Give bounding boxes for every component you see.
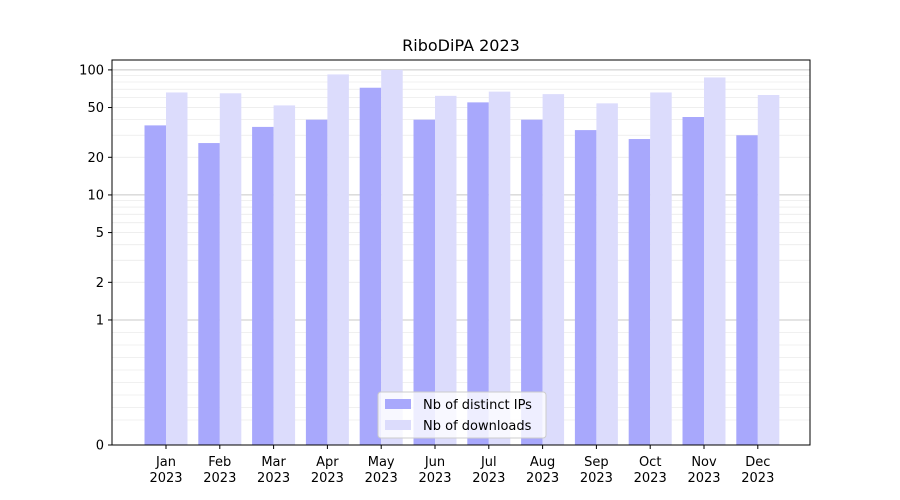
legend-label-downloads: Nb of downloads <box>423 419 532 434</box>
chart-title: RiboDiPA 2023 <box>402 36 520 55</box>
x-tick-label-month: Jan <box>155 455 176 470</box>
y-tick-label: 0 <box>96 439 104 454</box>
x-tick-label-month: Apr <box>316 455 339 470</box>
y-tick-label: 10 <box>87 188 104 203</box>
bar-downloads <box>596 103 618 446</box>
y-tick-label: 2 <box>96 276 104 291</box>
bar-distinct-ips <box>521 119 543 446</box>
x-tick-label-month: Jul <box>480 455 497 470</box>
x-tick-label-year: 2023 <box>257 471 290 486</box>
y-tick-label: 1 <box>96 313 104 328</box>
bar-downloads <box>381 69 403 446</box>
x-tick-label-month: Oct <box>639 455 661 470</box>
bar-downloads <box>488 91 511 445</box>
bar-distinct-ips <box>305 119 328 446</box>
x-tick-label-month: May <box>368 455 395 470</box>
bar-downloads <box>704 77 726 445</box>
x-tick-label-month: Dec <box>745 455 770 470</box>
bar-downloads <box>166 92 188 446</box>
bar-distinct-ips <box>467 102 489 445</box>
bar-distinct-ips <box>682 117 704 445</box>
x-tick-label-month: Mar <box>261 455 286 470</box>
y-tick-label: 100 <box>79 63 104 78</box>
x-tick-label-year: 2023 <box>418 471 451 486</box>
y-tick-label: 20 <box>87 151 104 166</box>
x-tick-label-year: 2023 <box>365 471 398 486</box>
bar-distinct-ips <box>628 139 651 445</box>
legend-box <box>377 391 547 439</box>
x-tick-label-year: 2023 <box>203 471 236 486</box>
x-tick-label-month: Sep <box>584 455 609 470</box>
x-tick-label-year: 2023 <box>472 471 505 486</box>
bar-downloads <box>435 95 457 446</box>
bar-distinct-ips <box>413 119 435 446</box>
x-tick-label-year: 2023 <box>149 471 182 486</box>
bars <box>144 69 780 446</box>
bar-downloads <box>219 93 242 446</box>
bar-distinct-ips <box>736 135 758 445</box>
bar-distinct-ips <box>359 87 382 445</box>
bar-distinct-ips <box>574 130 597 445</box>
x-tick-label-year: 2023 <box>526 471 559 486</box>
x-tick-label-year: 2023 <box>580 471 613 486</box>
x-tick-label-month: Jun <box>424 455 445 470</box>
x-tick-label-year: 2023 <box>687 471 720 486</box>
bar-distinct-ips <box>198 143 220 445</box>
y-tick-label: 5 <box>96 226 104 241</box>
x-tick-label-year: 2023 <box>741 471 774 486</box>
legend-label-ips: Nb of distinct IPs <box>423 398 532 413</box>
bar-downloads <box>273 105 296 446</box>
legend-swatch-ips <box>385 399 411 409</box>
plot-frame <box>111 59 811 446</box>
x-tick-label-year: 2023 <box>311 471 344 486</box>
bar-distinct-ips <box>144 125 166 445</box>
y-axis: 0 1 2 5 10 20 50 100 <box>79 63 112 454</box>
bar-downloads <box>327 74 349 445</box>
legend-swatch-downloads <box>385 420 411 430</box>
x-tick-label-month: Feb <box>208 455 231 470</box>
x-tick-label-month: Nov <box>691 455 717 470</box>
legend: Nb of distinct IPs Nb of downloads <box>377 391 547 439</box>
bar-downloads <box>542 94 565 446</box>
x-tick-label-month: Aug <box>530 455 555 470</box>
bar-downloads <box>757 94 780 446</box>
x-axis: Jan2023Feb2023Mar2023Apr2023May2023Jun20… <box>149 445 774 486</box>
bar-downloads <box>650 92 672 446</box>
y-tick-label: 50 <box>87 101 104 116</box>
x-tick-label-year: 2023 <box>634 471 667 486</box>
bar-distinct-ips <box>252 126 274 446</box>
